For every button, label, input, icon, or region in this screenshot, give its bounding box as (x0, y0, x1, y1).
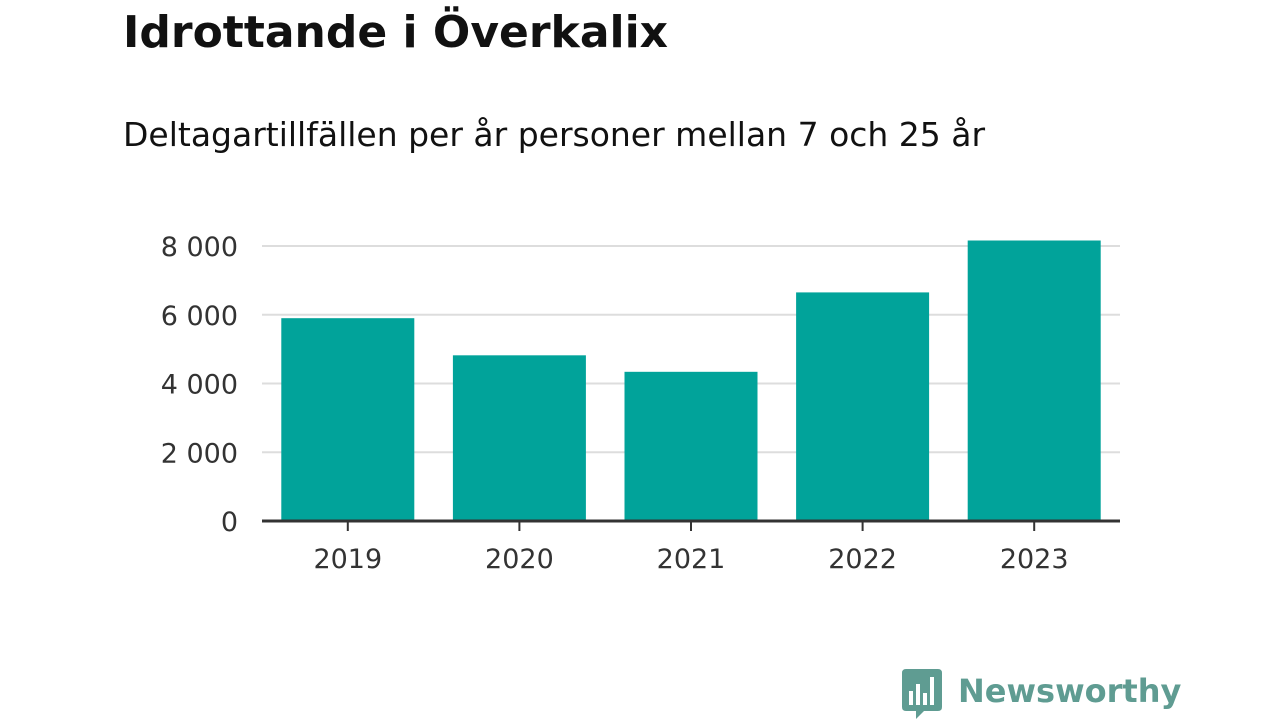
x-tick-label: 2019 (313, 544, 382, 575)
bar-2023 (967, 240, 1101, 521)
x-tick-label: 2022 (828, 544, 897, 575)
chart-subtitle: Deltagartillfällen per år personer mella… (123, 115, 986, 154)
bar-2022 (796, 292, 930, 521)
x-tick-label: 2021 (657, 544, 726, 575)
x-tick-label: 2023 (1000, 544, 1069, 575)
bars (281, 240, 1101, 521)
y-tick-label: 0 (221, 507, 238, 538)
newsworthy-logo: Newsworthy (902, 669, 1181, 719)
x-tick-label: 2020 (485, 544, 554, 575)
y-tick-label: 2 000 (161, 438, 238, 469)
bar-2019 (281, 318, 415, 521)
brand-name: Newsworthy (958, 672, 1182, 710)
tick-labels: 0 2 000 4 000 6 000 8 000 2019 2020 2021 2022 202… (161, 232, 1069, 575)
y-tick-label: 4 000 (161, 370, 238, 401)
y-tick-label: 8 000 (161, 232, 238, 263)
bar-2021 (624, 371, 758, 521)
axes (262, 519, 1120, 531)
chart-title: Idrottande i Överkalix (123, 7, 669, 58)
y-tick-label: 6 000 (161, 301, 238, 332)
bar-2020 (452, 355, 586, 521)
bar-chart-speech-bubble-icon (902, 669, 942, 719)
